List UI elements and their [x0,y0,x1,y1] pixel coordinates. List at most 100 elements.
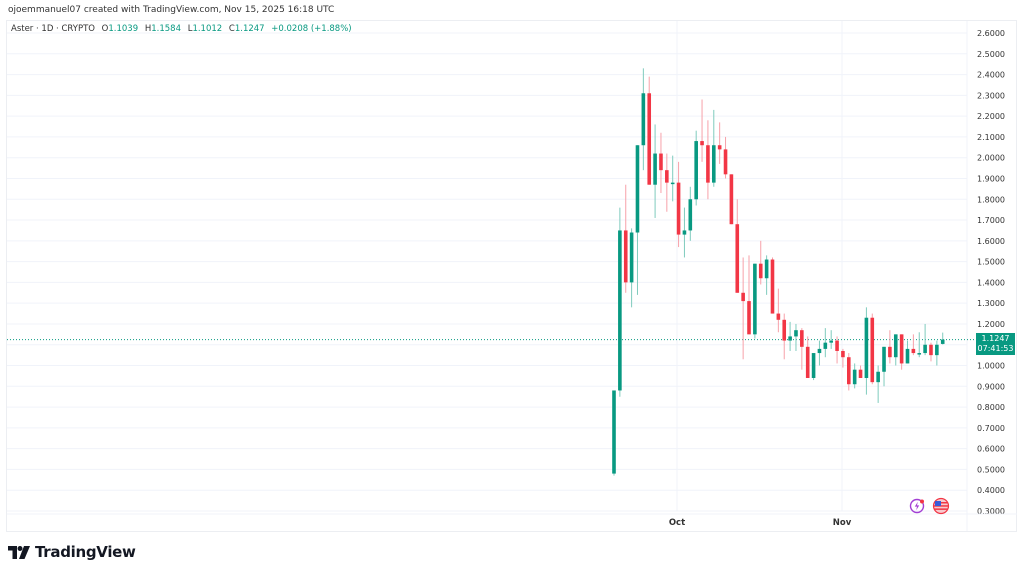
candle-body [694,141,698,200]
price-axis-label: 1.8000 [977,195,1005,204]
price-axis-label: 0.3000 [977,507,1005,516]
candle-body [700,141,704,146]
price-axis-label: 1.6000 [977,237,1005,246]
candle-body [899,334,904,364]
candle-body [841,350,845,358]
candle-body [835,340,839,351]
tradingview-logo-icon [8,545,30,559]
candle-body [935,344,939,356]
us-flag-icon[interactable] [930,497,952,515]
candle-body [811,353,816,378]
candle-body [635,145,640,233]
price-axis-label: 0.8000 [977,403,1005,412]
candle-body [682,230,687,235]
price-axis-label: 1.5000 [977,258,1005,267]
price-axis-label: 0.6000 [977,445,1005,454]
candle-body [747,301,751,335]
chart-frame [6,20,1017,532]
brand-name: TradingView [35,543,136,561]
candle-body [882,346,886,372]
ohlc-legend: Aster · 1D · CRYPTO O1.1039 H1.1584 L1.1… [11,24,352,34]
candle-body [923,344,927,354]
close-value: 1.1247 [234,24,265,34]
price-axis-label: 2.4000 [977,71,1005,80]
low-value: 1.1012 [192,24,223,34]
candle-body [653,153,657,185]
candle-body [864,317,869,378]
candle-body [829,340,833,343]
price-axis-label: 1.7000 [977,216,1005,225]
candle-body [629,232,634,283]
candle-body [735,224,740,293]
candle-body [870,317,875,383]
candle-body [706,145,710,183]
price-axis-label: 0.9000 [977,382,1005,391]
candle-body [911,348,916,354]
candle-body [805,346,810,378]
price-axis-label: 2.6000 [977,29,1005,38]
candle-body [758,263,763,279]
candle-body [717,145,722,150]
last-price: 1.1247 [981,334,1010,343]
candle-body [794,330,798,337]
candle-body [917,353,922,355]
price-axis-label: 2.1000 [977,133,1005,142]
candle-body [618,230,622,391]
candle-body [852,369,857,385]
candle-body [888,346,892,358]
candle-body [647,93,652,185]
symbol-label[interactable]: Aster · 1D · CRYPTO [11,24,95,34]
candle-body [764,259,769,279]
candle-body [817,348,822,354]
price-axis-label: 1.0000 [977,362,1005,371]
candle-body [776,313,781,320]
candle-body [847,357,851,385]
candle-body [659,153,663,171]
candle-body [688,199,693,231]
price-axis-label: 2.5000 [977,50,1005,59]
candle-body [741,292,745,302]
candle-body [770,259,775,314]
time-axis-label: Nov [833,518,852,528]
lightning-icon[interactable] [908,497,926,515]
bar-countdown: 07:41:53 [977,344,1014,353]
candle-body [929,344,933,356]
candle-body [782,319,787,341]
price-axis-label: 1.3000 [977,299,1005,308]
candle-body [641,93,646,146]
price-axis-label: 0.5000 [977,465,1005,474]
candle-body [905,348,910,364]
candle-body [670,182,675,185]
price-axis-label: 2.2000 [977,112,1005,121]
price-axis-label: 0.7000 [977,424,1005,433]
candle-body [876,371,880,383]
tradingview-logo[interactable]: TradingView [8,543,136,561]
candle-body [723,149,728,175]
change-value: +0.0208 (+1.88%) [271,24,352,34]
candle-body [788,336,792,341]
candle-body [800,330,804,347]
price-axis-label: 0.4000 [977,486,1005,495]
price-axis-label: 2.3000 [977,91,1005,100]
candle-body [753,263,757,335]
candle-body [676,182,681,235]
price-axis-label: 1.2000 [977,320,1005,329]
high-value: 1.1584 [151,24,181,34]
candle-body [665,170,669,183]
time-axis-label: Oct [669,518,685,528]
candle-body [623,230,628,283]
candle-body [711,145,716,183]
open-value: 1.1039 [108,24,139,34]
chart-credit: ojoemmanuel07 created with TradingView.c… [8,5,335,15]
candle-body [612,390,616,474]
candle-body [940,339,945,344]
candle-body [823,342,828,349]
last-price-tag: 1.1247 07:41:53 [976,333,1015,355]
candle-body [893,334,898,358]
candle-body [729,174,734,225]
price-axis-label: 1.4000 [977,278,1005,287]
candle-body [858,369,863,378]
price-axis-label: 1.9000 [977,174,1005,183]
price-axis-label: 2.0000 [977,154,1005,163]
